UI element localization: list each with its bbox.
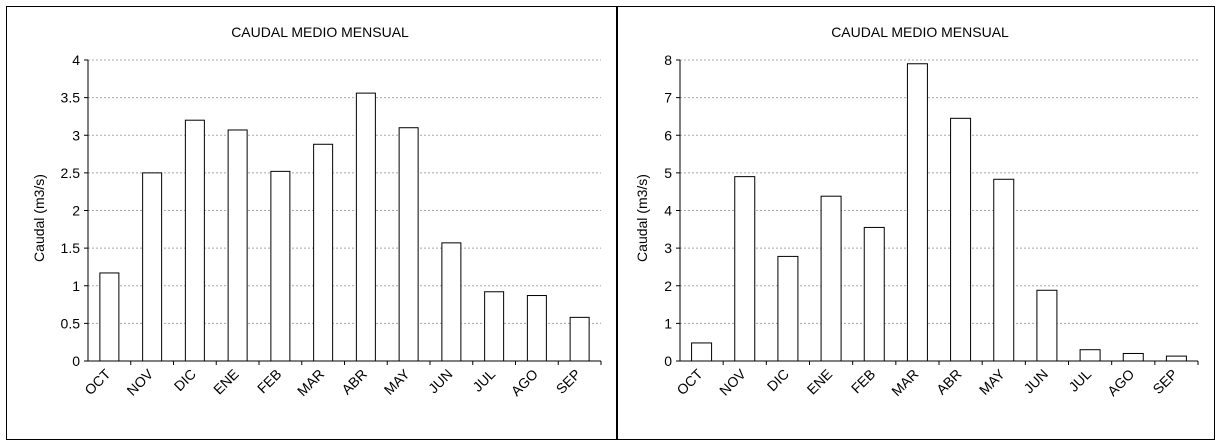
bar-jun	[441, 242, 462, 362]
y-tick-label: 8	[664, 52, 672, 68]
x-tick-label: OCT	[673, 365, 706, 398]
y-tick-label: 1.5	[61, 240, 81, 256]
x-tick-label: SEP	[1149, 366, 1180, 397]
x-tick-label: JUN	[425, 366, 456, 397]
bar-dic	[184, 119, 205, 362]
y-axis-label: Caudal (m3/s)	[31, 174, 47, 262]
x-tick-label: DIC	[764, 366, 792, 394]
y-tick-label: 3.5	[61, 90, 81, 106]
bar-feb	[863, 226, 885, 362]
x-tick-label: ENE	[804, 366, 836, 398]
y-tick-label: 7	[664, 90, 672, 106]
bar-oct	[99, 272, 120, 362]
bar-nov	[734, 176, 756, 362]
bar-jun	[1036, 289, 1058, 362]
bar-abr	[950, 117, 972, 362]
bar-mar	[313, 143, 334, 362]
y-tick-label: 5	[664, 165, 672, 181]
x-tick-label: AGO	[508, 366, 541, 399]
y-tick-label: 2.5	[61, 165, 81, 181]
bar-oct	[691, 342, 713, 362]
bar-ago	[1122, 352, 1144, 362]
bar-feb	[270, 170, 291, 362]
y-tick-label: 3	[72, 127, 80, 143]
y-tick-label: 0	[664, 353, 672, 369]
x-tick-label: FEB	[848, 366, 879, 397]
x-tick-label: AGO	[1104, 366, 1137, 399]
x-tick-label: MAY	[976, 365, 1008, 397]
chart-panel-right: CAUDAL MEDIO MENSUAL Caudal (m3/s) 0 1 2 3 4…	[617, 6, 1215, 440]
y-tick-label: 0.5	[61, 315, 81, 331]
bar-may	[993, 178, 1015, 362]
bar-jul	[484, 291, 505, 362]
y-tick-label: 1	[72, 278, 80, 294]
x-tick-label: FEB	[254, 366, 285, 397]
chart-title: CAUDAL MEDIO MENSUAL	[231, 24, 409, 40]
bar-ene	[820, 195, 842, 362]
x-tick-label: MAR	[888, 366, 921, 399]
y-tick-label: 2	[664, 278, 672, 294]
bar-sep	[1165, 355, 1187, 362]
x-tick-label: NOV	[716, 365, 749, 398]
bar-ago	[526, 295, 547, 362]
x-tick-label: OCT	[81, 365, 114, 398]
bar-may	[398, 127, 419, 362]
x-tick-label: ENE	[210, 366, 242, 398]
chart-panel-left: CAUDAL MEDIO MENSUAL Caudal (m3/s) 0 0.5 1…	[6, 6, 617, 440]
bar-ene	[227, 129, 248, 362]
y-tick-label: 0	[72, 353, 80, 369]
x-tick-label: JUL	[469, 366, 498, 395]
y-tick-label: 3	[664, 240, 672, 256]
bar-dic	[777, 255, 799, 362]
chart-title: CAUDAL MEDIO MENSUAL	[831, 24, 1009, 40]
bar-mar	[906, 63, 928, 362]
bar-abr	[355, 92, 376, 362]
x-tick-label: JUN	[1020, 366, 1051, 397]
bar-chart-right: CAUDAL MEDIO MENSUAL Caudal (m3/s) 0 1 2 3 4…	[634, 24, 1199, 399]
x-tick-label: NOV	[123, 365, 156, 398]
x-tick-label: MAY	[381, 365, 413, 397]
x-tick-label: ABR	[338, 366, 370, 398]
y-axis-label: Caudal (m3/s)	[634, 174, 650, 262]
x-tick-label: MAR	[294, 366, 327, 399]
y-tick-label: 2	[72, 203, 80, 219]
y-tick-label: 1	[664, 315, 672, 331]
bar-jul	[1079, 349, 1101, 362]
bar-nov	[142, 172, 163, 362]
y-tick-label: 4	[664, 203, 672, 219]
y-tick-label: 4	[72, 52, 80, 68]
x-tick-label: JUL	[1065, 366, 1094, 395]
x-tick-label: DIC	[171, 366, 199, 394]
bar-chart-left: CAUDAL MEDIO MENSUAL Caudal (m3/s) 0 0.5 1…	[31, 24, 602, 399]
bar-sep	[569, 316, 590, 362]
x-tick-label: ABR	[933, 366, 965, 398]
x-tick-label: SEP	[553, 366, 584, 397]
y-tick-label: 6	[664, 127, 672, 143]
